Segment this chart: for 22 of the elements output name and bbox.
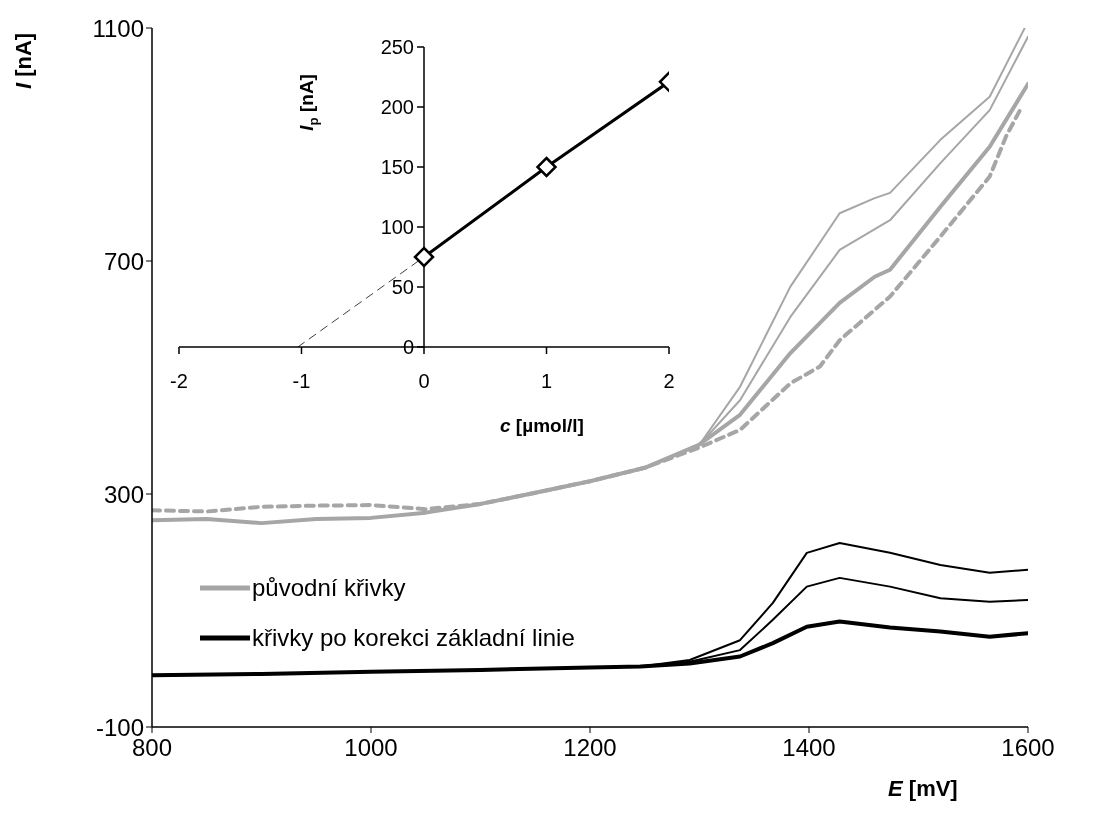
legend-label: křivky po korekci základní linie <box>252 624 575 652</box>
y-tick-label: 300 <box>103 480 144 508</box>
x-tick-label: 2 <box>663 370 675 393</box>
y-tick-label: 150 <box>380 156 414 178</box>
y-tick-label: 700 <box>103 247 144 275</box>
y-tick-label: 250 <box>380 36 414 58</box>
y-tick-label: 1100 <box>92 14 144 42</box>
x-tick-label: 1600 <box>1001 734 1055 762</box>
x-axis-title: E [mV] <box>888 776 958 801</box>
x-tick-label: 1400 <box>782 734 836 762</box>
x-axis-title: c [µmol/l] <box>500 415 584 436</box>
x-tick-label: -2 <box>170 370 188 393</box>
x-tick-label: -1 <box>292 370 311 393</box>
x-tick-label: 1 <box>540 370 553 393</box>
x-tick-label: 1000 <box>344 734 398 762</box>
y-axis-title: I [nA] <box>11 32 37 90</box>
y-tick-label: 200 <box>380 96 414 118</box>
x-tick-label: 0 <box>418 370 430 393</box>
x-tick-label: 1200 <box>563 734 617 762</box>
y-tick-label: 100 <box>380 216 414 238</box>
legend-label: původní křivky <box>252 574 406 602</box>
y-tick-label: 50 <box>391 276 414 298</box>
